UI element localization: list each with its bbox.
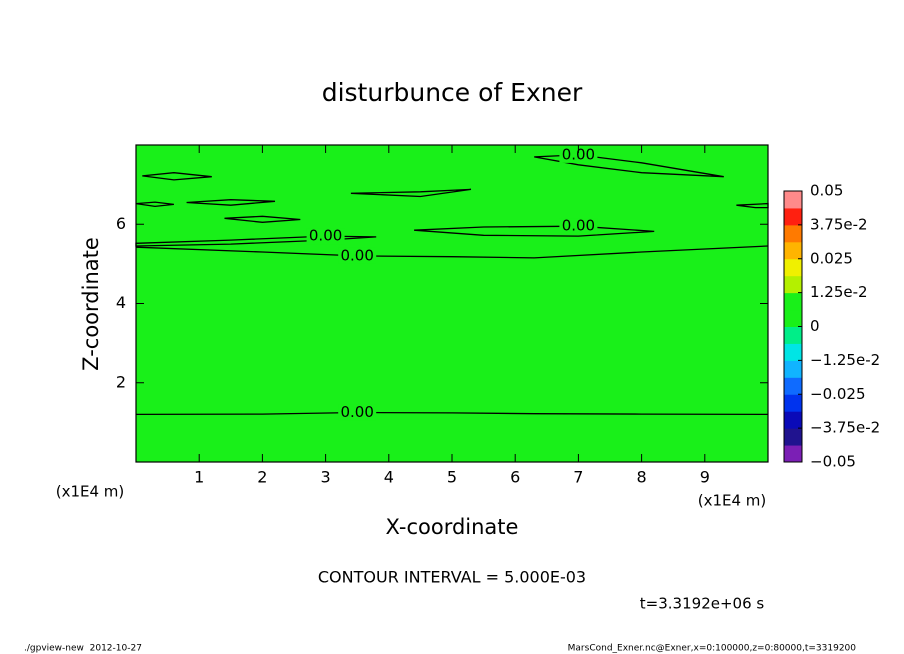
x-tick-label: 6: [510, 468, 520, 487]
contour-label: 0.00: [562, 145, 595, 163]
contour-line: [135, 201, 174, 208]
contour-line: [350, 188, 472, 198]
x-tick-label: 9: [700, 468, 710, 487]
colorbar-band: [784, 258, 802, 277]
colorbar-band: [784, 411, 802, 429]
x-unit-label: (x1E4 m): [698, 492, 767, 510]
contour-label: 0.00: [562, 217, 595, 235]
colorbar-tick-label: −1.25e-2: [810, 351, 880, 369]
footer-right: MarsCond_Exner.nc@Exner,x=0:100000,z=0:8…: [568, 644, 857, 654]
colorbar-band: [784, 377, 802, 395]
y-tick-label: 6: [116, 214, 126, 233]
colorbar-band: [784, 275, 802, 294]
contour-label-bg: [559, 146, 598, 163]
contour-label: 0.00: [340, 403, 373, 421]
contour-line: [186, 199, 276, 206]
colorbar-band: [784, 309, 802, 327]
colorbar-tick-label: 0.05: [810, 182, 843, 200]
y-tick-label: 2: [116, 372, 126, 391]
colorbar-band: [784, 445, 802, 463]
colorbar-tick-label: −0.025: [810, 385, 866, 403]
x-unit-label: (x1E4 m): [56, 483, 125, 501]
contour-label-bg: [338, 404, 377, 421]
colorbar-tick-label: 0.025: [810, 249, 853, 267]
y-axis-label: Z-coordinate: [79, 237, 103, 371]
x-tick-label: 5: [447, 468, 457, 487]
colorbar-band: [784, 207, 802, 226]
colorbar-tick-label: 0: [810, 317, 820, 335]
colorbar-band: [784, 326, 802, 344]
colorbar-tick-label: −0.05: [810, 453, 856, 471]
contour-line: [135, 235, 377, 247]
x-tick-label: 4: [384, 468, 394, 487]
colorbar-band: [784, 191, 802, 209]
x-tick-label: 8: [637, 468, 647, 487]
contour-label: 0.00: [309, 227, 342, 245]
colorbar-band: [784, 343, 802, 361]
footer-left: ./gpview-new 2012-10-27: [24, 644, 142, 654]
colorbar-band: [784, 241, 802, 260]
x-tick-label: 7: [573, 468, 583, 487]
x-tick-label: 3: [321, 468, 331, 487]
y-tick-label: 4: [116, 293, 126, 312]
contour-interval: CONTOUR INTERVAL = 5.000E-03: [318, 568, 586, 587]
contour-label-bg: [559, 218, 598, 235]
x-tick-label: 2: [257, 468, 267, 487]
time-label: t=3.3192e+06 s: [640, 595, 765, 613]
colorbar-tick-label: 3.75e-2: [810, 215, 868, 233]
contour-label-bg: [306, 228, 345, 245]
colorbar-tick-label: 1.25e-2: [810, 283, 868, 301]
colorbar-band: [784, 360, 802, 378]
contour-line: [135, 411, 769, 416]
field-fill: [136, 145, 768, 462]
contour-line: [142, 172, 212, 181]
contour-line: [135, 245, 769, 259]
colorbar-band: [784, 394, 802, 412]
colorbar-band: [784, 428, 802, 446]
x-tick-label: 1: [194, 468, 204, 487]
contour-label-bg: [338, 247, 377, 264]
colorbar-band: [784, 224, 802, 243]
x-axis-label: X-coordinate: [386, 515, 519, 539]
contour-line: [414, 225, 655, 237]
contour-line: [224, 215, 301, 223]
colorbar-tick-label: −3.75e-2: [810, 419, 880, 437]
chart-title: disturbunce of Exner: [322, 78, 583, 107]
colorbar-band: [784, 292, 802, 311]
contour-label: 0.00: [340, 246, 373, 264]
